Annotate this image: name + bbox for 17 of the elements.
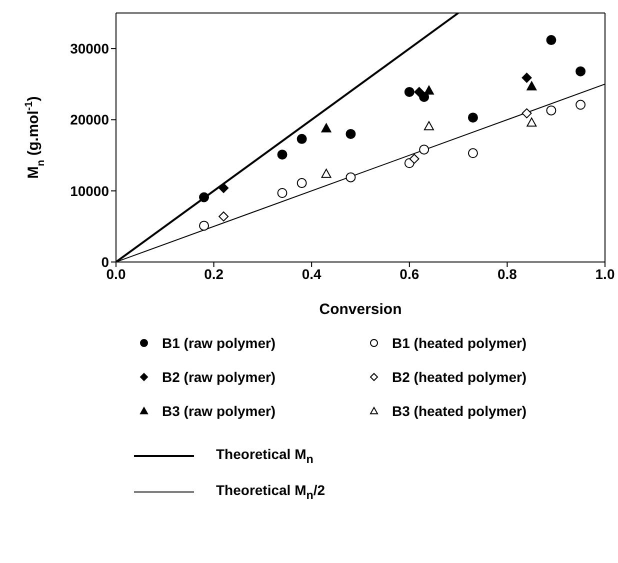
x-tick-label: 0.2 [204,266,224,282]
legend-label: B3 (raw polymer) [162,403,276,419]
x-tick-label: 0.4 [302,266,322,282]
y-tick-label: 30000 [70,40,110,57]
y-tick-label: 20000 [70,112,110,128]
x-axis-title: Conversion [319,301,402,318]
legend-label: B3 (heated polymer) [392,403,527,419]
legend-label: B1 (raw polymer) [162,335,276,351]
y-tick-label: 10000 [70,182,110,199]
legend-label: Theoretical M$_{n}$ [216,446,314,466]
x-tick-label: 0.6 [400,266,420,282]
legend-label: B1 (heated polymer) [392,335,527,351]
x-tick-label: 1.0 [595,266,615,282]
x-tick-label: 0.8 [497,266,518,282]
legend-label: B2 (raw polymer) [162,369,276,385]
legend-label: Theoretical M$_{n}$/2 [216,482,326,502]
legend-label: B2 (heated polymer) [392,369,527,385]
